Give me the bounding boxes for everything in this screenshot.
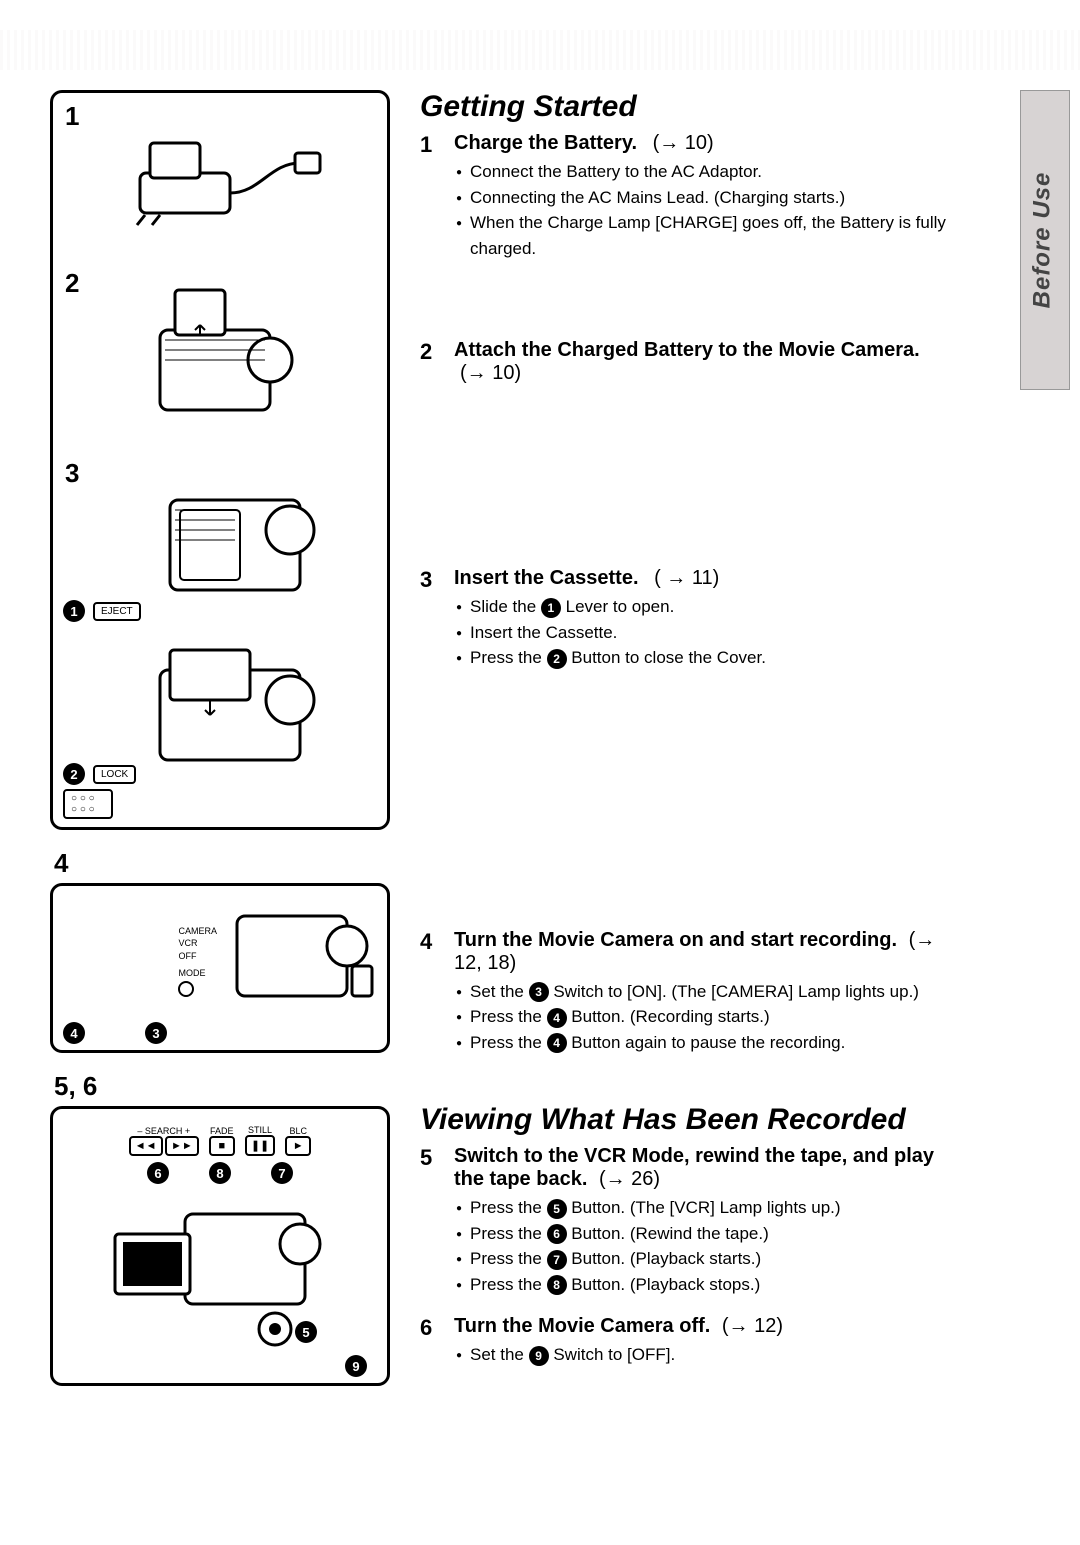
step-1-bullets: Connect the Battery to the AC Adaptor. C… — [454, 159, 950, 261]
figure-4-callouts: 4 3 — [63, 1022, 167, 1044]
step-4-bullets: Set the 3 Switch to [ON]. (The [CAMERA] … — [454, 979, 950, 1056]
camera-open-icon — [110, 460, 330, 610]
callout-circle-4: 4 — [63, 1022, 85, 1044]
figure-2-number: 2 — [65, 268, 79, 299]
figure-56: – SEARCH + ◄◄ ►► FADE ■ STILL ❚❚ BLC ► — [50, 1106, 390, 1386]
figure-4-illustration: CAMERA VCR OFF MODE — [63, 896, 377, 1026]
step-2: 2 Attach the Charged Battery to the Movi… — [420, 339, 950, 389]
step-2-title: Attach the Charged Battery to the Movie … — [454, 339, 950, 385]
heading-viewing: Viewing What Has Been Recorded — [420, 1103, 950, 1137]
callout-circle-6: 6 — [147, 1162, 169, 1184]
eject-label: EJECT — [93, 602, 141, 621]
ff-button-icon: ►► — [165, 1136, 199, 1156]
step-4-num: 4 — [420, 929, 440, 1056]
callout-circle-3: 3 — [145, 1022, 167, 1044]
step-1-num: 1 — [420, 132, 440, 261]
step-4: 4 Turn the Movie Camera on and start rec… — [420, 929, 950, 1056]
inline-circle-2: 2 — [547, 649, 567, 669]
button-panel-icon: ○ ○ ○○ ○ ○ — [63, 789, 113, 819]
inline-circle-4b: 4 — [547, 1033, 567, 1053]
battery-charger-icon — [110, 103, 330, 243]
step-5-num: 5 — [420, 1145, 440, 1297]
figure-2: 2 — [50, 260, 390, 450]
inline-circle-9: 9 — [529, 1346, 549, 1366]
callout-circle-2: 2 — [63, 763, 85, 785]
rewind-button-icon: ◄◄ — [129, 1136, 163, 1156]
step-6-num: 6 — [420, 1315, 440, 1368]
figure-3-number: 3 — [65, 458, 79, 489]
inline-circle-7: 7 — [547, 1250, 567, 1270]
mode-switch-labels: CAMERA VCR OFF MODE — [178, 925, 217, 997]
step-2-num: 2 — [420, 339, 440, 389]
step-3-title: Insert the Cassette. ( → 11) — [454, 567, 950, 590]
figure-56-illustration — [63, 1184, 377, 1354]
inline-circle-1: 1 — [541, 598, 561, 618]
figure-56-callout-9: 9 — [345, 1355, 367, 1377]
camera-battery-icon — [120, 270, 320, 430]
figure-2-illustration — [63, 270, 377, 430]
step-3-bullets: Slide the 1 Lever to open. Insert the Ca… — [454, 594, 950, 671]
step-5-title: Switch to the VCR Mode, rewind the tape,… — [454, 1145, 950, 1191]
inline-circle-6: 6 — [547, 1224, 567, 1244]
instructions-column: Getting Started 1 Charge the Battery. (→… — [420, 90, 1030, 1495]
callout-circle-1: 1 — [63, 600, 85, 622]
step-6-title: Turn the Movie Camera off. (→ 12) — [454, 1315, 950, 1338]
step-3-num: 3 — [420, 567, 440, 671]
step-5-bullets: Press the 5 Button. (The [VCR] Lamp ligh… — [454, 1195, 950, 1297]
step-3: 3 Insert the Cassette. ( → 11) Slide the… — [420, 567, 950, 671]
figure-3b: 2 LOCK ○ ○ ○○ ○ ○ — [50, 630, 390, 830]
heading-getting-started: Getting Started — [420, 90, 950, 124]
section-tab: Before Use — [1020, 90, 1070, 390]
step-5: 5 Switch to the VCR Mode, rewind the tap… — [420, 1145, 950, 1297]
callout-circle-5: 5 — [295, 1321, 317, 1343]
figure-3-callout-1: 1 EJECT — [63, 600, 141, 622]
figure-4: CAMERA VCR OFF MODE 4 3 — [50, 883, 390, 1053]
figure-4-number: 4 — [54, 848, 390, 879]
callout-circle-8: 8 — [209, 1162, 231, 1184]
step-1-title: Charge the Battery. (→ 10) — [454, 132, 950, 155]
manual-page: Before Use 1 2 — [0, 0, 1080, 1545]
vcr-button-row: – SEARCH + ◄◄ ►► FADE ■ STILL ❚❚ BLC ► — [63, 1125, 377, 1156]
step-6-bullets: Set the 9 Switch to [OFF]. — [454, 1342, 950, 1368]
stop-button-icon: ■ — [209, 1136, 235, 1156]
figure-1-number: 1 — [65, 101, 79, 132]
play-button-icon: ► — [285, 1136, 311, 1156]
figures-column: 1 2 — [50, 90, 390, 1495]
figure-56-number: 5, 6 — [54, 1071, 390, 1102]
scan-artifact — [0, 30, 1080, 70]
inline-circle-8: 8 — [547, 1275, 567, 1295]
step-4-title: Turn the Movie Camera on and start recor… — [454, 929, 950, 975]
pause-button-icon: ❚❚ — [245, 1135, 275, 1156]
inline-circle-3: 3 — [529, 982, 549, 1002]
inline-circle-4a: 4 — [547, 1008, 567, 1028]
figure-3a: 3 1 EJECT — [50, 450, 390, 630]
figure-56-callout-5: 5 — [295, 1321, 317, 1343]
camera-record-icon — [227, 896, 377, 1026]
section-tab-label: Before Use — [1029, 172, 1057, 309]
figure-1: 1 — [50, 90, 390, 260]
step-6: 6 Turn the Movie Camera off. (→ 12) Set … — [420, 1315, 950, 1368]
figure-1-illustration — [63, 103, 377, 243]
step-1: 1 Charge the Battery. (→ 10) Connect the… — [420, 132, 950, 261]
camera-cassette-icon — [110, 640, 330, 780]
figure-3a-illustration — [63, 460, 377, 610]
page-content: 1 2 — [50, 90, 1030, 1495]
figure-56-top-callouts: 6 8 7 — [63, 1162, 377, 1184]
callout-circle-9: 9 — [345, 1355, 367, 1377]
inline-circle-5: 5 — [547, 1199, 567, 1219]
callout-circle-7: 7 — [271, 1162, 293, 1184]
lock-label: LOCK — [93, 765, 136, 784]
figure-3-callout-2: 2 LOCK ○ ○ ○○ ○ ○ — [63, 757, 136, 819]
